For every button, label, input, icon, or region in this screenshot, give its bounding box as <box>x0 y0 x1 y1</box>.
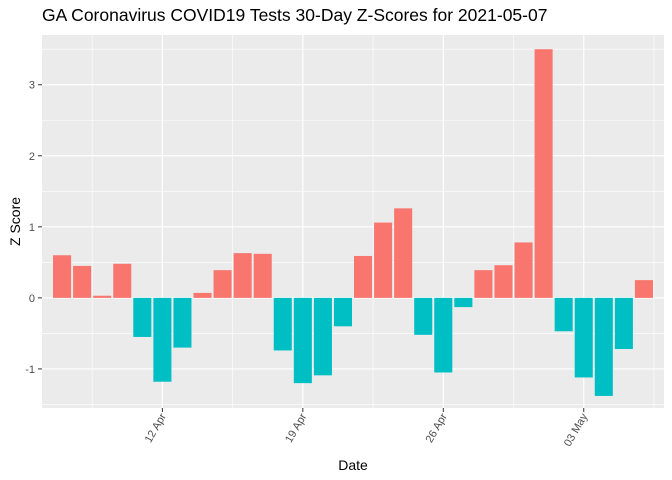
bar <box>333 297 352 327</box>
y-tick-label: 1 <box>29 222 35 234</box>
bars <box>53 49 653 396</box>
bar <box>113 263 132 298</box>
bar <box>454 297 473 308</box>
y-tick-label: 3 <box>29 80 35 92</box>
y-tick-label: 2 <box>29 151 35 163</box>
bar <box>53 255 72 298</box>
y-tick-label: 0 <box>29 293 35 305</box>
bar <box>233 253 252 298</box>
bar <box>634 280 653 298</box>
x-tick-label: 26 Apr <box>424 411 450 445</box>
bar <box>173 297 192 348</box>
bar <box>133 297 152 337</box>
bar <box>253 253 272 298</box>
x-tick-label: 03 May <box>562 411 591 449</box>
bar <box>394 208 413 298</box>
bar <box>213 270 232 298</box>
x-axis-ticks: 12 Apr 19 Apr 26 Apr 03 May <box>143 408 591 449</box>
bar <box>474 270 493 298</box>
chart-title: GA Coronavirus COVID19 Tests 30-Day Z-Sc… <box>42 5 548 25</box>
bar <box>374 222 393 298</box>
bar <box>514 242 533 298</box>
bar <box>574 297 593 378</box>
x-tick-label: 19 Apr <box>283 411 309 445</box>
bar <box>494 265 513 298</box>
y-axis-title: Z Score <box>7 197 23 246</box>
plot-panel <box>42 35 664 408</box>
bar <box>534 49 553 298</box>
bar <box>93 295 112 298</box>
bar <box>73 265 92 298</box>
bar <box>293 297 312 384</box>
y-tick-label: -1 <box>25 364 35 376</box>
bar <box>313 297 332 376</box>
y-axis-ticks: -1 0 1 2 3 <box>25 80 42 376</box>
bar <box>414 297 433 335</box>
bar <box>614 297 633 350</box>
bar <box>554 297 573 332</box>
bar <box>594 297 613 396</box>
bar <box>153 297 172 382</box>
bar <box>273 297 292 351</box>
bar <box>193 292 212 298</box>
x-axis-title: Date <box>338 457 368 473</box>
minor-gridlines <box>42 35 664 408</box>
x-tick-label: 12 Apr <box>143 411 169 445</box>
bar <box>434 297 453 373</box>
bar <box>354 255 373 298</box>
